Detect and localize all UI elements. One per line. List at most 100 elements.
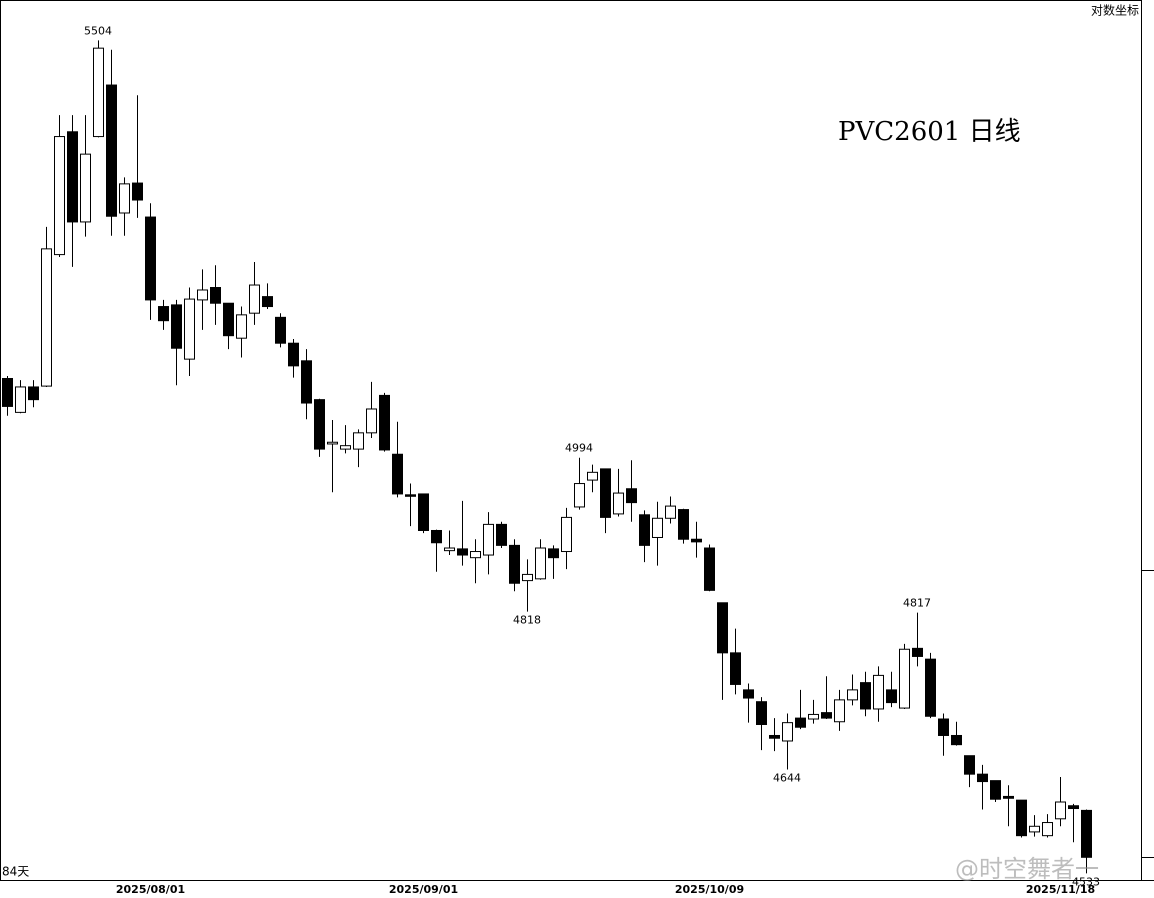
- candle-body: [509, 544, 520, 584]
- candle-body: [340, 445, 351, 450]
- candle-body: [418, 493, 429, 531]
- candle-body: [1055, 801, 1066, 820]
- candle-body: [756, 701, 767, 725]
- extreme-label: 4994: [565, 442, 593, 455]
- candle-body: [717, 602, 728, 654]
- candle-body: [925, 658, 936, 717]
- candle-body: [93, 47, 104, 138]
- candle-body: [119, 183, 130, 214]
- candle-body: [522, 573, 533, 582]
- candle-body: [379, 394, 390, 451]
- candle-body: [600, 468, 611, 518]
- candle-body: [184, 298, 195, 360]
- candle-body: [197, 289, 208, 301]
- candle-body: [1081, 809, 1092, 858]
- extreme-label: 4533: [1072, 875, 1100, 888]
- candle-body: [288, 342, 299, 367]
- candle-body: [392, 453, 403, 495]
- candle-body: [535, 547, 546, 580]
- candle-body: [15, 386, 26, 413]
- candle-body: [301, 360, 312, 404]
- candle-body: [158, 306, 169, 322]
- candle-body: [1003, 795, 1014, 799]
- candle-body: [691, 538, 702, 543]
- candle-body: [847, 689, 858, 701]
- candle-body: [795, 717, 806, 728]
- chart-title: PVC2601 日线: [838, 117, 1021, 147]
- candle-body: [496, 523, 507, 546]
- candle-body: [249, 284, 260, 314]
- candle-body: [938, 718, 949, 736]
- candle-body: [860, 682, 871, 710]
- extreme-label: 4818: [513, 614, 541, 627]
- x-tick-label: 2025/11/18: [1026, 883, 1095, 896]
- candle-body: [613, 492, 624, 515]
- candle-body: [80, 153, 91, 223]
- candle-body: [431, 529, 442, 544]
- candle-body: [1068, 805, 1079, 810]
- candle-body: [704, 547, 715, 591]
- candle-body: [626, 488, 637, 504]
- scale-mode: 对数坐标: [1091, 3, 1139, 18]
- candle-body: [314, 399, 325, 450]
- extreme-label: 5504: [84, 24, 112, 37]
- candle-body: [834, 699, 845, 723]
- candle-body: [236, 314, 247, 339]
- candle-body: [106, 84, 117, 217]
- candle-body: [444, 547, 455, 552]
- candle-body: [730, 652, 741, 685]
- candle-body: [548, 548, 559, 559]
- candle-body: [821, 712, 832, 719]
- candle-body: [28, 386, 39, 401]
- candle-body: [743, 689, 754, 699]
- candle-body: [587, 471, 598, 481]
- candle-body: [262, 296, 273, 308]
- extreme-label: 4817: [903, 597, 931, 610]
- candle-body: [769, 734, 780, 739]
- candle-body: [54, 136, 65, 256]
- candle-body: [561, 516, 572, 553]
- x-tick-label: 2025/10/09: [675, 883, 744, 896]
- candle-body: [405, 494, 416, 497]
- candle-body: [886, 689, 897, 704]
- candle-body: [678, 509, 689, 540]
- candle-body: [41, 248, 52, 387]
- candle-body: [2, 377, 13, 407]
- candle-body: [808, 713, 819, 720]
- candle-body: [899, 648, 910, 709]
- candle-body: [951, 734, 962, 746]
- candle-body: [457, 548, 468, 556]
- candle-body: [366, 408, 377, 434]
- candle-body: [912, 647, 923, 657]
- candle-body: [275, 316, 286, 344]
- x-tick-label: 2025/09/01: [389, 883, 458, 896]
- candle-body: [145, 216, 156, 301]
- candle-body: [132, 182, 143, 201]
- candle-body: [873, 674, 884, 710]
- candle-body: [665, 505, 676, 519]
- candle-body: [353, 432, 364, 450]
- x-tick-label: 2025/08/01: [116, 883, 185, 896]
- candle-body: [327, 441, 338, 445]
- candle-body: [639, 514, 650, 546]
- extreme-label: 4644: [773, 772, 801, 785]
- candle-body: [210, 287, 221, 304]
- candle-body: [652, 517, 663, 538]
- candle-body: [483, 523, 494, 556]
- candle-body: [782, 722, 793, 742]
- candle-body: [223, 302, 234, 337]
- candle-body: [1029, 825, 1040, 833]
- candle-body: [67, 131, 78, 223]
- candle-body: [470, 551, 481, 559]
- candle-body: [964, 755, 975, 775]
- candle-body: [574, 483, 585, 508]
- candle-body: [990, 780, 1001, 800]
- watermark: @时空舞者一: [955, 855, 1099, 883]
- candle-body: [977, 773, 988, 783]
- bar-count: 84天: [2, 865, 29, 879]
- candle-body: [1016, 799, 1027, 837]
- candle-body: [171, 304, 182, 349]
- candle-body: [1042, 822, 1053, 837]
